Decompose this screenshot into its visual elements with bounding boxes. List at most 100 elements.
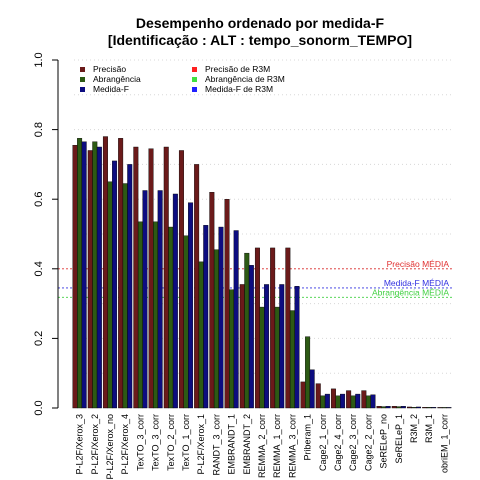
bar-abrangência [381,406,387,409]
bar-precisão [361,390,367,409]
bar-abrangência [213,249,219,409]
bar-medida-f [370,394,376,409]
bar-medida-f [172,193,178,409]
bar-abrangência [229,289,235,409]
bar-precisão [376,406,382,409]
bar-precisão [239,284,245,409]
bar-precisão [209,192,215,409]
bar-precisão [163,146,169,409]
bar-precisão [346,390,352,409]
x-tick-label: TexTO_3_corr [151,414,161,471]
bar-medida-f [446,407,452,409]
x-tick-label: EMBRANDT_1 [227,414,237,475]
legend-swatch [80,87,85,92]
bar-precisão [72,145,78,409]
bar-medida-f [309,369,315,409]
x-tick-label: P-L2F/Xerox_no [105,414,115,480]
y-tick-label: 0.4 [33,261,45,276]
chart-title-line2: [Identificação : ALT : tempo_sonorm_TEMP… [108,32,412,48]
bar-abrangência [365,395,371,409]
bar-medida-f [400,406,406,409]
x-tick-label: SeRELeP_1 [394,414,404,464]
bar-precisão [422,407,428,409]
bar-abrangência [92,141,98,409]
bar-medida-f [127,164,133,409]
x-tick-label: Cage2_4_corr [333,414,343,471]
bar-abrangência [198,261,204,409]
bar-abrangência [396,406,402,409]
bar-medida-f [81,141,87,409]
bar-medida-f [96,146,102,409]
bar-abrangência [122,183,128,409]
reference-line-label: Medida-F MÉDIA [384,278,450,288]
bar-abrangência [426,407,432,409]
bar-abrangência [153,221,159,409]
bar-medida-f [264,284,270,409]
bar-precisão [118,138,124,409]
x-tick-label: Cage2_1_corr [318,414,328,471]
x-tick-label: TexTO_3_corr [135,414,145,471]
bar-precisão [254,247,260,409]
bar-medida-f [188,202,194,409]
bar-medida-f [340,393,346,409]
bar-abrangência [274,306,280,409]
bar-precisão [148,148,154,409]
bar-medida-f [294,286,300,409]
legend-label: Abrangência [93,74,141,84]
bar-precisão [87,150,93,409]
x-tick-label: P-L2F/Xerox_4 [120,414,130,475]
bar-abrangência [107,181,113,409]
x-tick-label: TexTO_1_corr [181,414,191,471]
bar-precisão [285,247,291,409]
y-tick-label: 0.2 [33,331,45,346]
legend-swatch [80,77,85,82]
y-axis: 0.0 0.2 0.4 0.6 0.8 1.0 [33,52,59,416]
bar-medida-f [233,230,239,409]
bar-medida-f [416,406,422,409]
x-tick-label: R3M_1 [424,414,434,443]
bar-abrangência [411,407,417,409]
bar-precisão [437,407,443,409]
x-tick-label: Cage2_3_corr [348,414,358,471]
x-tick-label: R3M_2 [409,414,419,443]
bar-precisão [224,198,230,409]
bar-abrangência [305,336,311,409]
bar-abrangência [335,395,341,409]
x-tick-label: Cage2_2_corr [363,414,373,471]
y-tick-label: 0.0 [33,400,45,415]
x-tick-label: Priberam_1 [303,414,313,461]
legend-label: Precisão de R3M [205,64,270,74]
x-tick-label: P-L2F/Xerox_1 [196,414,206,475]
x-tick-label: TexTO_2_corr [166,414,176,471]
x-tick-label: REMMA_2_corr [257,414,267,478]
reference-line-label: Precisão MÉDIA [387,259,450,269]
bar-medida-f [203,225,209,409]
bar-abrangência [289,310,295,409]
bar-precisão [330,388,336,409]
x-tick-label: RANDT_3_corr [211,414,221,476]
bar-medida-f [142,190,148,409]
legend-swatch [192,87,197,92]
legend-swatch [192,67,197,72]
bar-medida-f [218,226,224,409]
bar-medida-f [157,190,163,409]
bar-medida-f [112,160,118,409]
bar-abrangência [168,226,174,409]
bar-abrangência [77,138,83,409]
bar-abrangência [320,395,326,409]
bar-abrangência [244,252,250,409]
legend-swatch [192,77,197,82]
x-tick-label: SeRELeP_no [379,414,389,469]
bars [72,136,452,409]
bar-abrangência [441,407,447,409]
x-tick-label: P-L2F/Xerox_3 [75,414,85,475]
chart-title-line1: Desempenho ordenado por medida-F [136,15,385,31]
bar-precisão [300,381,306,409]
x-tick-label: REMMA_1_corr [272,414,282,478]
reference-line-label: Abrangência MÉDIA [372,287,449,297]
bar-medida-f [385,406,391,409]
bar-precisão [178,150,184,409]
legend-label: Medida-F [93,84,129,94]
bar-precisão [406,406,412,409]
